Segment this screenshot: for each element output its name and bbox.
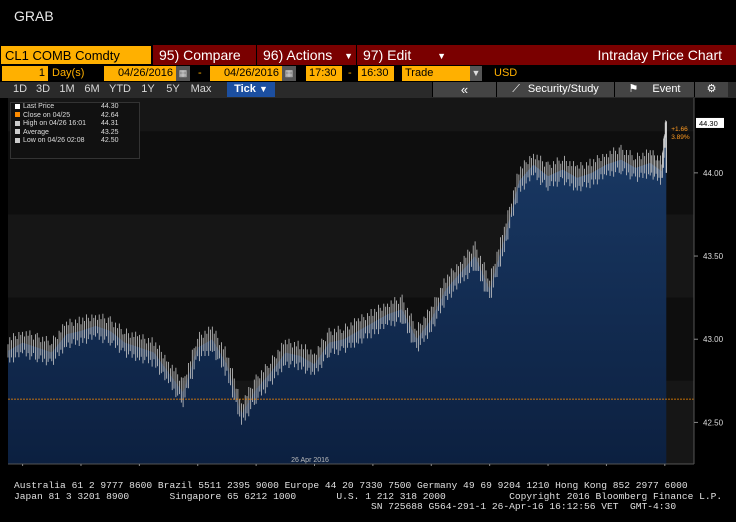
legend-label: High on 04/26 16:01 xyxy=(23,120,87,127)
legend-label: Low on 04/26 02:08 xyxy=(23,137,85,144)
legend-swatch xyxy=(15,103,20,109)
security-study-button[interactable]: ⟋ Security/Study xyxy=(496,82,614,97)
legend-value: 44.31 xyxy=(101,120,119,127)
range-button-5y[interactable]: 5Y xyxy=(166,83,180,95)
chevron-down-icon: ▼ xyxy=(437,51,447,62)
footer-line-2: Japan 81 3 3201 8900 Singapore 65 6212 1… xyxy=(14,490,723,502)
security-study-label: Security/Study xyxy=(527,83,599,95)
tick-label: Tick xyxy=(234,83,256,95)
legend-row: Last Price 44.30 xyxy=(11,103,139,112)
period-value-field[interactable]: 1 xyxy=(2,66,48,81)
event-button[interactable]: ⚑ Event xyxy=(614,82,694,97)
actions-button[interactable]: 96) Actions ▼ xyxy=(256,45,356,65)
footer-line-3: SN 725688 G564-291-1 26-Apr-16 16:12:56 … xyxy=(14,501,677,512)
legend-row: Average 43.25 xyxy=(11,129,139,138)
compare-num: 95) xyxy=(159,47,180,63)
calendar-icon[interactable]: ▦ xyxy=(282,66,296,81)
change-pct-label: 3.89% xyxy=(671,134,690,141)
currency-label: USD xyxy=(494,67,518,79)
ticker-field[interactable]: CL1 COMB Comdty xyxy=(0,45,152,65)
gear-icon[interactable]: ⚙ xyxy=(694,82,728,97)
y-tick-label: 43.00 xyxy=(703,335,724,344)
footer-line-1: Australia 61 2 9777 8600 Brazil 5511 239… xyxy=(14,480,688,491)
contact-footer: Australia 61 2 9777 8600 Brazil 5511 239… xyxy=(14,480,723,513)
flag-icon: ⚑ xyxy=(628,83,639,95)
legend-row: Low on 04/26 02:08 42.50 xyxy=(11,137,139,146)
last-price-tag xyxy=(696,117,724,128)
chart-title: Intraday Price Chart xyxy=(597,47,723,63)
compare-button[interactable]: 95) Compare xyxy=(152,45,256,65)
actions-num: 96) xyxy=(263,47,284,63)
tick-select[interactable]: Tick ▼ xyxy=(227,82,275,97)
compare-label: Compare xyxy=(183,47,241,63)
legend-swatch xyxy=(15,137,20,143)
event-label: Event xyxy=(652,83,681,95)
legend-swatch xyxy=(15,120,20,126)
y-tick-label: 42.50 xyxy=(703,418,724,427)
legend-value: 42.50 xyxy=(101,137,119,144)
edit-num: 97) xyxy=(363,47,384,63)
y-tick-label: 43.50 xyxy=(703,252,724,261)
end-time-field[interactable]: 16:30 xyxy=(358,66,394,81)
range-button-1m[interactable]: 1M xyxy=(59,83,75,95)
range-button-3d[interactable]: 3D xyxy=(35,83,51,95)
chevron-down-icon[interactable]: ▼ xyxy=(470,66,482,81)
range-button-6m[interactable]: 6M xyxy=(84,83,100,95)
legend-swatch xyxy=(15,112,20,118)
legend-label: Close on 04/25 xyxy=(23,111,71,119)
y-tick-label: 44.00 xyxy=(703,169,724,178)
back-button[interactable]: « xyxy=(432,82,496,97)
period-unit-label: Day(s) xyxy=(52,67,85,79)
chart-legend[interactable]: Last Price 44.30 Close on 04/25 42.64 High o… xyxy=(10,102,140,159)
start-time-field[interactable]: 17:30 xyxy=(306,66,342,81)
edit-label: Edit xyxy=(387,47,412,63)
chevron-down-icon: ▼ xyxy=(344,51,354,62)
range-button-ytd[interactable]: YTD xyxy=(109,83,131,95)
chevron-down-icon: ▼ xyxy=(258,84,268,94)
legend-label: Last Price xyxy=(23,103,55,110)
range-button-1d[interactable]: 1D xyxy=(12,83,28,95)
legend-row: Close on 04/25 42.64 xyxy=(11,112,139,121)
legend-label: Average xyxy=(23,128,49,136)
line-chart-icon: ⟋ xyxy=(512,83,520,95)
range-button-max[interactable]: Max xyxy=(190,83,212,95)
legend-value: 44.30 xyxy=(101,103,119,110)
date-label: 26 Apr 2016 xyxy=(291,457,329,464)
legend-value: 43.25 xyxy=(101,128,119,136)
legend-swatch xyxy=(15,129,20,135)
date-separator: - xyxy=(198,67,202,79)
end-date-field[interactable]: 04/26/2016 xyxy=(210,66,282,81)
change-abs-label: +1.66 xyxy=(671,126,688,133)
window-title: GRAB xyxy=(14,8,54,24)
actions-label: Actions xyxy=(286,47,333,63)
data-type-select[interactable]: Trade xyxy=(402,66,470,81)
time-separator: - xyxy=(348,67,352,79)
edit-button[interactable]: 97) Edit ▼ xyxy=(356,45,460,65)
last-price-label: 44.30 xyxy=(699,119,718,128)
command-bar xyxy=(0,45,736,65)
start-date-field[interactable]: 04/26/2016 xyxy=(104,66,176,81)
range-button-1y[interactable]: 1Y xyxy=(141,83,155,95)
legend-row: High on 04/26 16:01 44.31 xyxy=(11,120,139,129)
calendar-icon[interactable]: ▦ xyxy=(176,66,190,81)
legend-value: 42.64 xyxy=(101,111,119,119)
